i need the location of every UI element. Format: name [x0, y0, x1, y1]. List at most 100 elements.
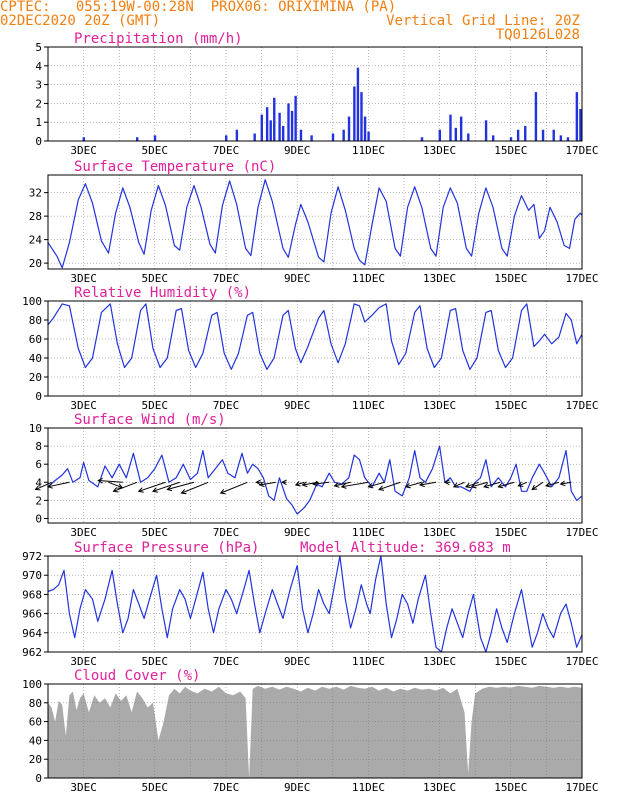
y-tick-label: 20 — [29, 257, 42, 270]
wind-arrow-shaft — [220, 481, 248, 494]
panel-title: Surface Wind (m/s) — [74, 412, 226, 428]
x-tick-label: 7DEC — [213, 526, 240, 539]
wind-arrow-shaft — [35, 481, 52, 490]
y-tick-label: 970 — [22, 569, 42, 582]
y-tick-label: 28 — [29, 210, 42, 223]
precip-bar — [225, 135, 228, 141]
x-tick-label: 17DEC — [565, 781, 598, 794]
series-line — [47, 445, 583, 515]
wind-arrow-head — [281, 479, 287, 486]
wind-arrow-head — [340, 483, 347, 489]
y-tick-label: 2 — [35, 494, 42, 507]
x-tick-label: 17DEC — [565, 655, 598, 668]
x-tick-label: 11DEC — [352, 526, 385, 539]
precip-bar — [153, 135, 157, 141]
panel-title: Relative Humidity (%) — [74, 285, 251, 301]
precip-bar — [136, 137, 139, 141]
wind-arrow-head — [112, 487, 119, 493]
precip-bar — [363, 116, 367, 141]
plot-frame — [47, 46, 583, 142]
precip-bar — [459, 116, 463, 141]
y-tick-label: 4 — [35, 60, 42, 73]
panel-title: Surface Pressure (hPa) — [74, 540, 259, 556]
series-line — [47, 303, 583, 370]
x-tick-label: 13DEC — [423, 399, 456, 412]
precip-bar — [559, 135, 563, 141]
x-tick-label: 3DEC — [70, 144, 97, 157]
x-tick-label: 5DEC — [142, 781, 169, 794]
x-tick-label: 17DEC — [565, 272, 598, 285]
x-tick-label: 15DEC — [494, 272, 527, 285]
x-tick-label: 11DEC — [352, 655, 385, 668]
wind-arrow-shaft — [545, 481, 559, 487]
y-tick-label: 10 — [29, 422, 42, 435]
panel-title: Precipitation (mm/h) — [74, 31, 243, 47]
y-tick-label: 1 — [35, 116, 42, 129]
precip-bar — [265, 107, 269, 141]
cloud-cover-area — [48, 685, 582, 778]
y-tick-label: 80 — [29, 314, 42, 327]
precip-bar — [253, 133, 256, 141]
precip-bar — [575, 92, 579, 141]
y-tick-label: 100 — [22, 678, 42, 691]
wind-arrow-head — [464, 482, 471, 489]
x-tick-label: 3DEC — [70, 526, 97, 539]
x-tick-label: 15DEC — [494, 526, 527, 539]
precip-bar — [579, 109, 582, 141]
panel-wind: 0 2 4 6 8 10 3DEC 5DEC 7DEC 9DEC 11DEC 13DEC 15DEC 17… — [29, 412, 599, 539]
wind-arrow-shaft — [113, 481, 138, 492]
precip-bar — [260, 114, 263, 141]
wind-arrow-shaft — [108, 481, 123, 489]
x-tick-label: 7DEC — [213, 399, 240, 412]
wind-arrow-shaft — [341, 481, 369, 488]
panel-title: Cloud Cover (%) — [74, 668, 200, 684]
precip-bar — [454, 127, 458, 141]
y-tick-label: 972 — [22, 550, 42, 563]
wind-arrow-shaft — [465, 481, 479, 488]
wind-arrow-head — [544, 482, 552, 488]
x-tick-label: 3DEC — [70, 655, 97, 668]
y-tick-label: 100 — [22, 295, 42, 308]
x-tick-label: 13DEC — [423, 144, 456, 157]
x-tick-label: 9DEC — [284, 272, 311, 285]
x-tick-label: 11DEC — [352, 399, 385, 412]
y-tick-label: 0 — [35, 512, 42, 525]
precip-bar — [360, 92, 363, 141]
precip-bar — [353, 86, 356, 141]
wind-arrow-head — [255, 479, 261, 486]
x-tick-label: 9DEC — [284, 144, 311, 157]
y-tick-label: 60 — [29, 333, 42, 346]
wind-arrow-head — [470, 482, 477, 489]
wind-arrow-head — [333, 482, 340, 488]
y-tick-label: 962 — [22, 646, 42, 659]
y-tick-label: 20 — [29, 753, 42, 766]
x-tick-label: 7DEC — [213, 781, 240, 794]
precip-bar — [299, 129, 303, 141]
plot-area — [48, 301, 582, 396]
precip-bar — [484, 120, 488, 141]
wind-arrow-shaft — [518, 481, 528, 487]
x-tick-label: 5DEC — [142, 399, 169, 412]
x-tick-label: 15DEC — [494, 781, 527, 794]
series-line — [47, 555, 583, 653]
precip-bar — [516, 129, 520, 141]
wind-arrow-head — [378, 485, 385, 491]
wind-arrow-head — [97, 477, 103, 484]
y-tick-label: 3 — [35, 79, 42, 92]
precip-bar — [342, 129, 345, 141]
panel-title: Surface Temperature (nC) — [74, 159, 276, 175]
x-tick-label: 13DEC — [423, 272, 456, 285]
precip-bar — [347, 116, 351, 141]
plot-frame — [47, 427, 583, 524]
x-tick-label: 17DEC — [565, 399, 598, 412]
y-tick-label: 40 — [29, 352, 42, 365]
plot-frame — [47, 555, 583, 653]
precip-bar — [534, 92, 538, 141]
x-tick-label: 3DEC — [70, 272, 97, 285]
wind-arrow-shaft — [259, 481, 276, 486]
panel-pres: 962 964 966 968 970 972 3DEC 5DEC 7DEC 9DEC 11DEC 1… — [22, 540, 598, 668]
y-tick-label: 0 — [35, 772, 42, 785]
wind-arrow-head — [258, 481, 265, 488]
wind-arrow-head — [294, 481, 301, 487]
wind-arrow-head — [166, 485, 173, 492]
